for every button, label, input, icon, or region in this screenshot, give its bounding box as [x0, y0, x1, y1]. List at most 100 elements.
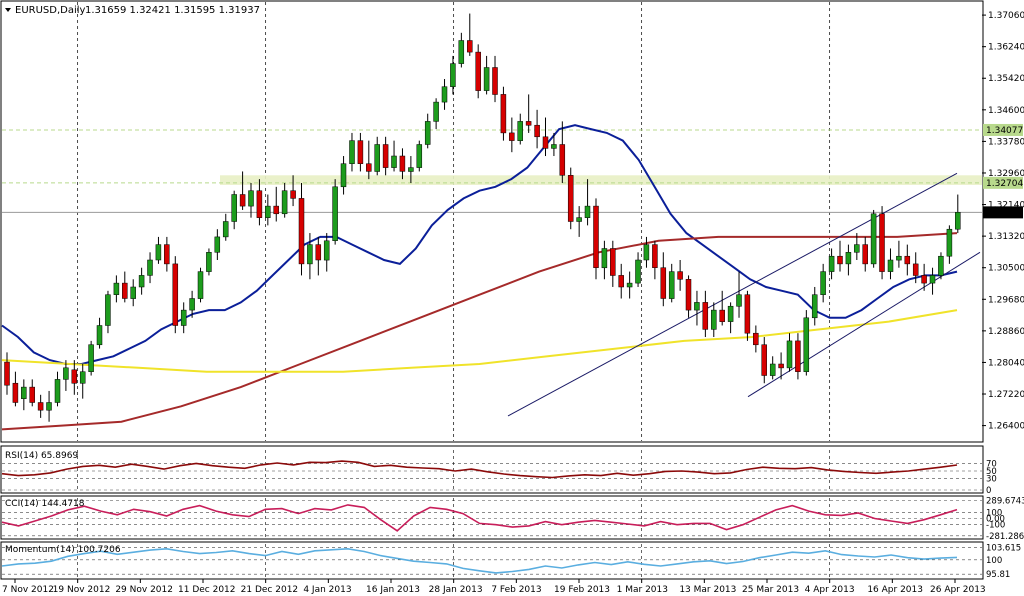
candle-body — [155, 244, 162, 261]
price-tick-label: 1.33780 — [988, 137, 1024, 147]
time-tick-label: 11 Dec 2012 — [178, 585, 236, 595]
candlesticks — [4, 13, 961, 422]
candle-body — [702, 302, 709, 330]
candle-body — [450, 63, 456, 87]
candle-body — [828, 255, 835, 272]
indicator-level-label: 0.00 — [986, 515, 1005, 525]
candle-body — [946, 228, 953, 257]
momentum-indicator: 103.615 100 95.81 Momentum(14) 100.7206 — [1, 543, 1021, 580]
candle-body — [290, 190, 296, 199]
candle-body — [214, 236, 221, 253]
candle-body — [71, 369, 78, 384]
candle-body — [21, 386, 27, 399]
time-tick-label: 28 Jan 2013 — [429, 585, 483, 595]
candle-body — [862, 244, 868, 265]
moving-averages — [1, 124, 958, 431]
candle-body — [542, 136, 549, 149]
time-tick-label: 4 Jan 2013 — [303, 585, 351, 595]
price-tag-label: 1.32704 — [986, 179, 1023, 189]
support-resistance-zone — [220, 175, 982, 185]
candle-body — [534, 124, 540, 138]
cci-panel-frame — [0, 495, 984, 540]
candle-body — [273, 205, 279, 215]
candle-body — [652, 244, 658, 268]
price-tag-label: 1.31937 — [986, 208, 1023, 218]
price-tick-label: 1.29680 — [988, 295, 1024, 305]
candle-body — [509, 132, 515, 141]
candle-body — [786, 340, 793, 369]
candle-body — [105, 294, 111, 326]
candle-body — [778, 363, 784, 369]
candle-body — [197, 271, 204, 299]
candle-body — [475, 51, 481, 91]
price-tags: 1.34077 1.32704 1.31937 — [983, 123, 1023, 219]
candle-body — [559, 144, 566, 176]
candle-body — [551, 144, 557, 149]
candle-body — [206, 252, 212, 272]
candle-body — [281, 190, 288, 215]
menu-triangle-icon[interactable] — [5, 8, 11, 12]
price-tick-label: 1.31320 — [988, 232, 1024, 242]
candle-body — [37, 402, 44, 411]
candle-body — [811, 294, 818, 319]
candle-body — [4, 361, 10, 386]
candle-body — [736, 294, 742, 307]
candle-body — [147, 259, 153, 276]
candle-body — [130, 286, 136, 299]
candle-body — [500, 94, 507, 134]
candle-body — [382, 144, 389, 168]
candle-body — [231, 194, 237, 222]
candle-body — [113, 282, 120, 295]
time-tick-label: 21 Dec 2012 — [241, 585, 299, 595]
momentum-line — [1, 547, 958, 574]
candle-body — [433, 101, 439, 122]
candle-body — [399, 155, 406, 172]
cci-line — [1, 504, 958, 532]
candle-body — [795, 340, 801, 372]
candle-body — [660, 267, 667, 299]
price-tick-label: 1.28860 — [988, 327, 1024, 337]
candle-body — [458, 40, 465, 64]
rsi-panel-frame — [0, 445, 984, 494]
candle-body — [845, 252, 852, 265]
price-tick-label: 1.30500 — [988, 264, 1024, 274]
candle-body — [576, 217, 582, 222]
indicator-level-label: 289.6743 — [986, 497, 1024, 507]
indicator-level-label: 100 — [986, 508, 1002, 518]
time-tick-label: 16 Jan 2013 — [366, 585, 420, 595]
candle-body — [298, 198, 305, 265]
price-tag-box — [983, 206, 1023, 219]
candle-body — [668, 271, 675, 299]
candle-body — [88, 344, 94, 372]
indicator-level-label: 100 — [986, 556, 1002, 566]
candle-body — [172, 263, 179, 326]
rsi-title: RSI(14) 65.8969 — [5, 451, 78, 461]
candle-body — [340, 163, 347, 188]
candle-body — [618, 275, 624, 288]
candle-body — [46, 402, 52, 411]
moving-average-line — [1, 124, 958, 365]
candle-body — [887, 259, 894, 272]
indicator-level-label: 70 — [986, 459, 997, 469]
time-tick-label: 4 Apr 2013 — [805, 585, 855, 595]
indicator-level-label: 103.615 — [986, 543, 1021, 553]
candle-body — [79, 371, 86, 384]
candle-body — [408, 167, 414, 172]
price-tick-label: 1.36240 — [988, 43, 1024, 53]
indicator-level-label: -100 — [986, 521, 1005, 531]
candle-body — [567, 175, 574, 222]
candle-body — [854, 244, 860, 253]
candle-body — [332, 186, 338, 241]
candle-body — [955, 212, 961, 230]
candle-body — [357, 140, 364, 164]
candle-body — [879, 213, 885, 272]
candle-body — [921, 275, 927, 284]
candle-body — [610, 248, 616, 276]
cci-title: CCI(14) 144.4718 — [5, 499, 85, 509]
candle-body — [635, 259, 641, 284]
candle-body — [744, 294, 751, 334]
candle-body — [929, 275, 936, 284]
candle-body — [424, 121, 431, 145]
candle-body — [391, 155, 397, 168]
